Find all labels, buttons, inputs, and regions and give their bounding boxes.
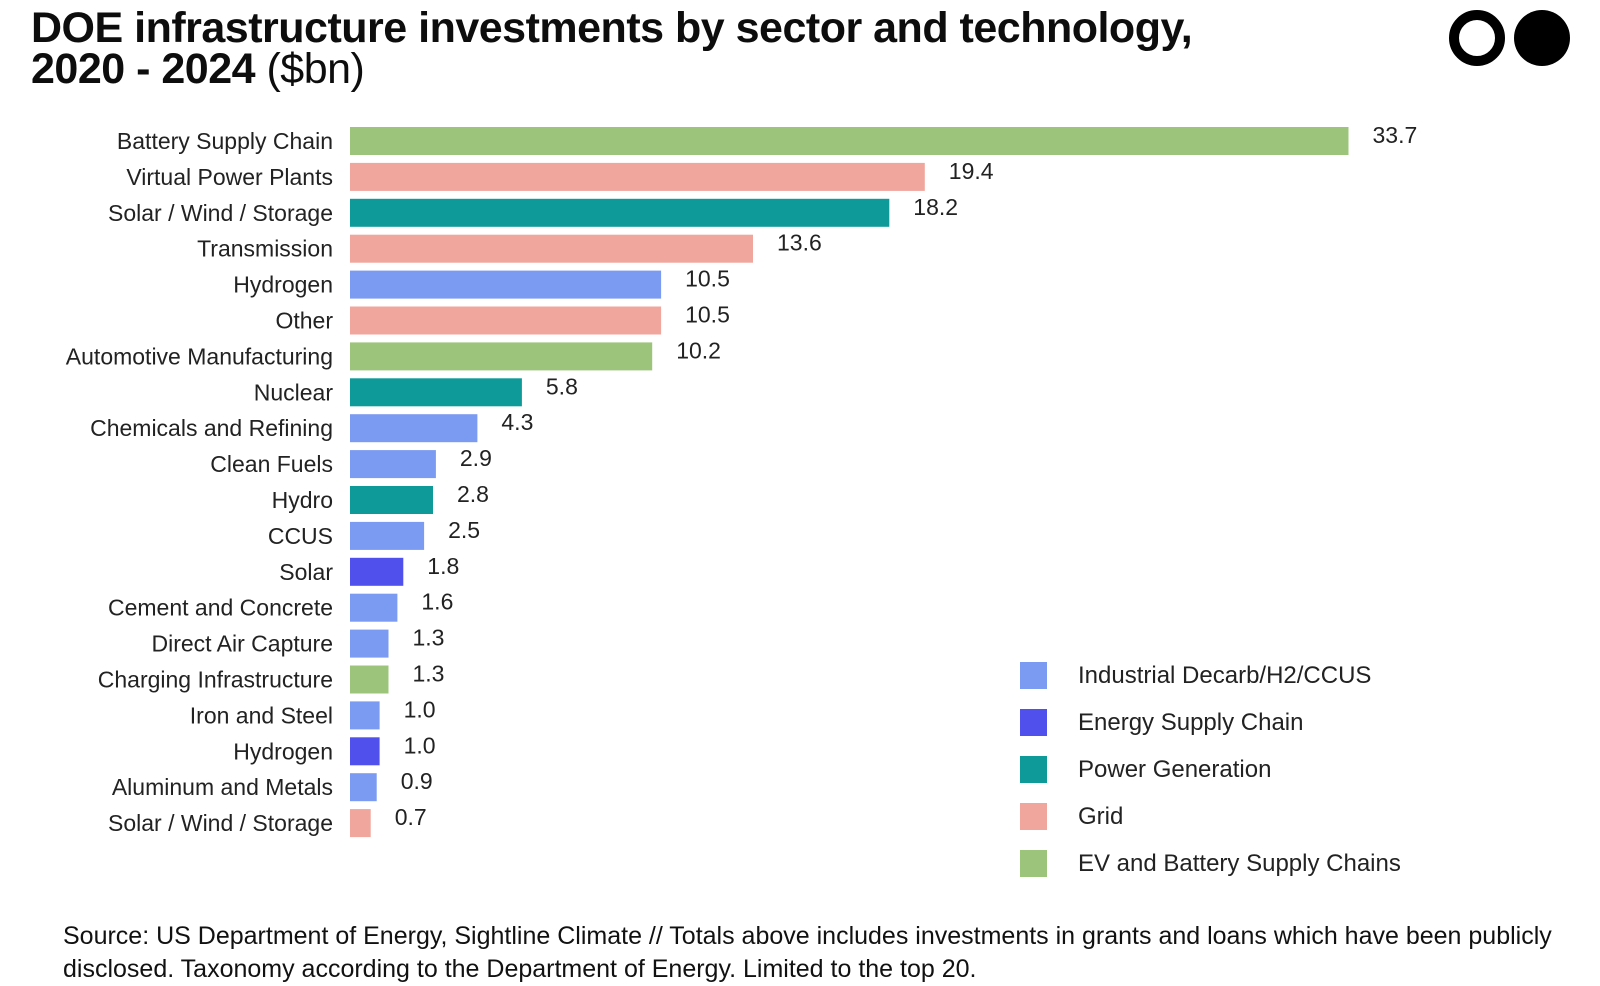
value-label-hydrogen: 1.0 — [404, 732, 436, 758]
category-label-solar-wind-storage: Solar / Wind / Storage — [108, 810, 333, 836]
bar-virtual-power-plants — [350, 162, 925, 191]
value-label-aluminum-and-metals: 0.9 — [401, 768, 433, 794]
category-label-hydrogen: Hydrogen — [233, 738, 333, 764]
value-label-solar-wind-storage: 0.7 — [395, 804, 427, 830]
bar-iron-and-steel — [350, 701, 380, 730]
bar-other — [350, 306, 662, 335]
bar-clean-fuels — [350, 450, 436, 479]
category-label-cement-and-concrete: Cement and Concrete — [108, 595, 333, 621]
legend-swatch-grid — [1020, 803, 1047, 830]
value-label-virtual-power-plants: 19.4 — [949, 158, 994, 184]
brand-logo — [1449, 10, 1573, 66]
logo-dot-icon — [1514, 10, 1570, 66]
category-label-ccus: CCUS — [268, 523, 333, 549]
bar-charging-infrastructure — [350, 665, 389, 694]
title-years: 2020 - 2024 — [31, 45, 256, 93]
bar-solar — [350, 557, 404, 586]
bar-ccus — [350, 521, 425, 550]
bar-hydrogen — [350, 737, 380, 766]
category-label-solar: Solar — [279, 559, 333, 585]
value-label-transmission: 13.6 — [777, 230, 822, 256]
value-label-battery-supply-chain: 33.7 — [1373, 122, 1418, 148]
category-label-solar-wind-storage: Solar / Wind / Storage — [108, 200, 333, 226]
value-label-cement-and-concrete: 1.6 — [421, 589, 453, 615]
bar-cement-and-concrete — [350, 593, 398, 622]
bar-transmission — [350, 234, 753, 263]
bar-group: Battery Supply Chain 33.7 Virtual Power Pl… — [66, 122, 1418, 838]
category-label-chemicals-and-refining: Chemicals and Refining — [90, 415, 333, 441]
legend-label-ev-and-battery-supply-chains: EV and Battery Supply Chains — [1078, 849, 1401, 877]
bar-automotive-manufacturing — [350, 342, 653, 371]
category-label-virtual-power-plants: Virtual Power Plants — [126, 164, 333, 190]
category-label-hydrogen: Hydrogen — [233, 272, 333, 298]
legend-item-energy-supply-chain: Energy Supply Chain — [1020, 699, 1401, 746]
bar-battery-supply-chain — [350, 127, 1349, 155]
value-label-iron-and-steel: 1.0 — [404, 696, 436, 722]
value-label-automotive-manufacturing: 10.2 — [676, 337, 721, 363]
bar-hydro — [350, 486, 433, 514]
bar-solar-wind-storage — [350, 198, 890, 227]
category-label-direct-air-capture: Direct Air Capture — [151, 631, 333, 657]
legend: Industrial Decarb/H2/CCUS Energy Supply C… — [1020, 652, 1401, 887]
value-label-other: 10.5 — [685, 302, 730, 328]
value-label-nuclear: 5.8 — [546, 373, 578, 399]
category-label-charging-infrastructure: Charging Infrastructure — [98, 667, 333, 693]
category-label-other: Other — [275, 308, 333, 334]
bar-direct-air-capture — [350, 629, 389, 658]
legend-item-grid: Grid — [1020, 793, 1401, 840]
title-main: DOE infrastructure investments by sector… — [31, 4, 1193, 52]
bar-solar-wind-storage — [350, 809, 371, 838]
category-label-aluminum-and-metals: Aluminum and Metals — [112, 774, 333, 800]
value-label-solar: 1.8 — [427, 553, 459, 579]
bar-chemicals-and-refining — [350, 414, 478, 443]
category-label-battery-supply-chain: Battery Supply Chain — [117, 128, 333, 154]
value-label-ccus: 2.5 — [448, 517, 480, 543]
value-label-direct-air-capture: 1.3 — [413, 625, 445, 651]
category-label-iron-and-steel: Iron and Steel — [190, 702, 333, 728]
title-unit: ($bn) — [266, 45, 365, 93]
legend-swatch-power-generation — [1020, 756, 1047, 783]
source-note: Source: US Department of Energy, Sightli… — [63, 922, 1552, 983]
category-label-hydro: Hydro — [272, 487, 333, 513]
legend-label-energy-supply-chain: Energy Supply Chain — [1078, 708, 1304, 736]
legend-label-industrial-decarb-h2-ccus: Industrial Decarb/H2/CCUS — [1078, 661, 1372, 689]
category-label-automotive-manufacturing: Automotive Manufacturing — [66, 343, 333, 369]
value-label-charging-infrastructure: 1.3 — [413, 661, 445, 687]
bar-aluminum-and-metals — [350, 773, 377, 802]
legend-swatch-ev-and-battery-supply-chains — [1020, 850, 1047, 877]
value-label-hydro: 2.8 — [457, 481, 489, 507]
legend-item-ev-and-battery-supply-chains: EV and Battery Supply Chains — [1020, 840, 1401, 887]
bar-chart: Battery Supply Chain 33.7 Virtual Power Pl… — [66, 122, 1418, 838]
chart-title: DOE infrastructure investments by sector… — [31, 7, 1193, 93]
category-label-transmission: Transmission — [197, 236, 333, 262]
value-label-solar-wind-storage: 18.2 — [913, 194, 958, 220]
category-label-clean-fuels: Clean Fuels — [210, 451, 333, 477]
value-label-clean-fuels: 2.9 — [460, 445, 492, 471]
legend-item-power-generation: Power Generation — [1020, 746, 1401, 793]
category-label-nuclear: Nuclear — [254, 379, 334, 405]
logo-ring-icon — [1449, 10, 1505, 66]
legend-item-industrial-decarb-h2-ccus: Industrial Decarb/H2/CCUS — [1020, 652, 1401, 699]
legend-label-power-generation: Power Generation — [1078, 755, 1272, 783]
value-label-hydrogen: 10.5 — [685, 266, 730, 292]
legend-label-grid: Grid — [1078, 802, 1124, 830]
legend-swatch-energy-supply-chain — [1020, 709, 1047, 736]
legend-swatch-industrial-decarb-h2-ccus — [1020, 662, 1047, 689]
bar-hydrogen — [350, 270, 662, 299]
bar-nuclear — [350, 378, 522, 407]
value-label-chemicals-and-refining: 4.3 — [501, 409, 533, 435]
